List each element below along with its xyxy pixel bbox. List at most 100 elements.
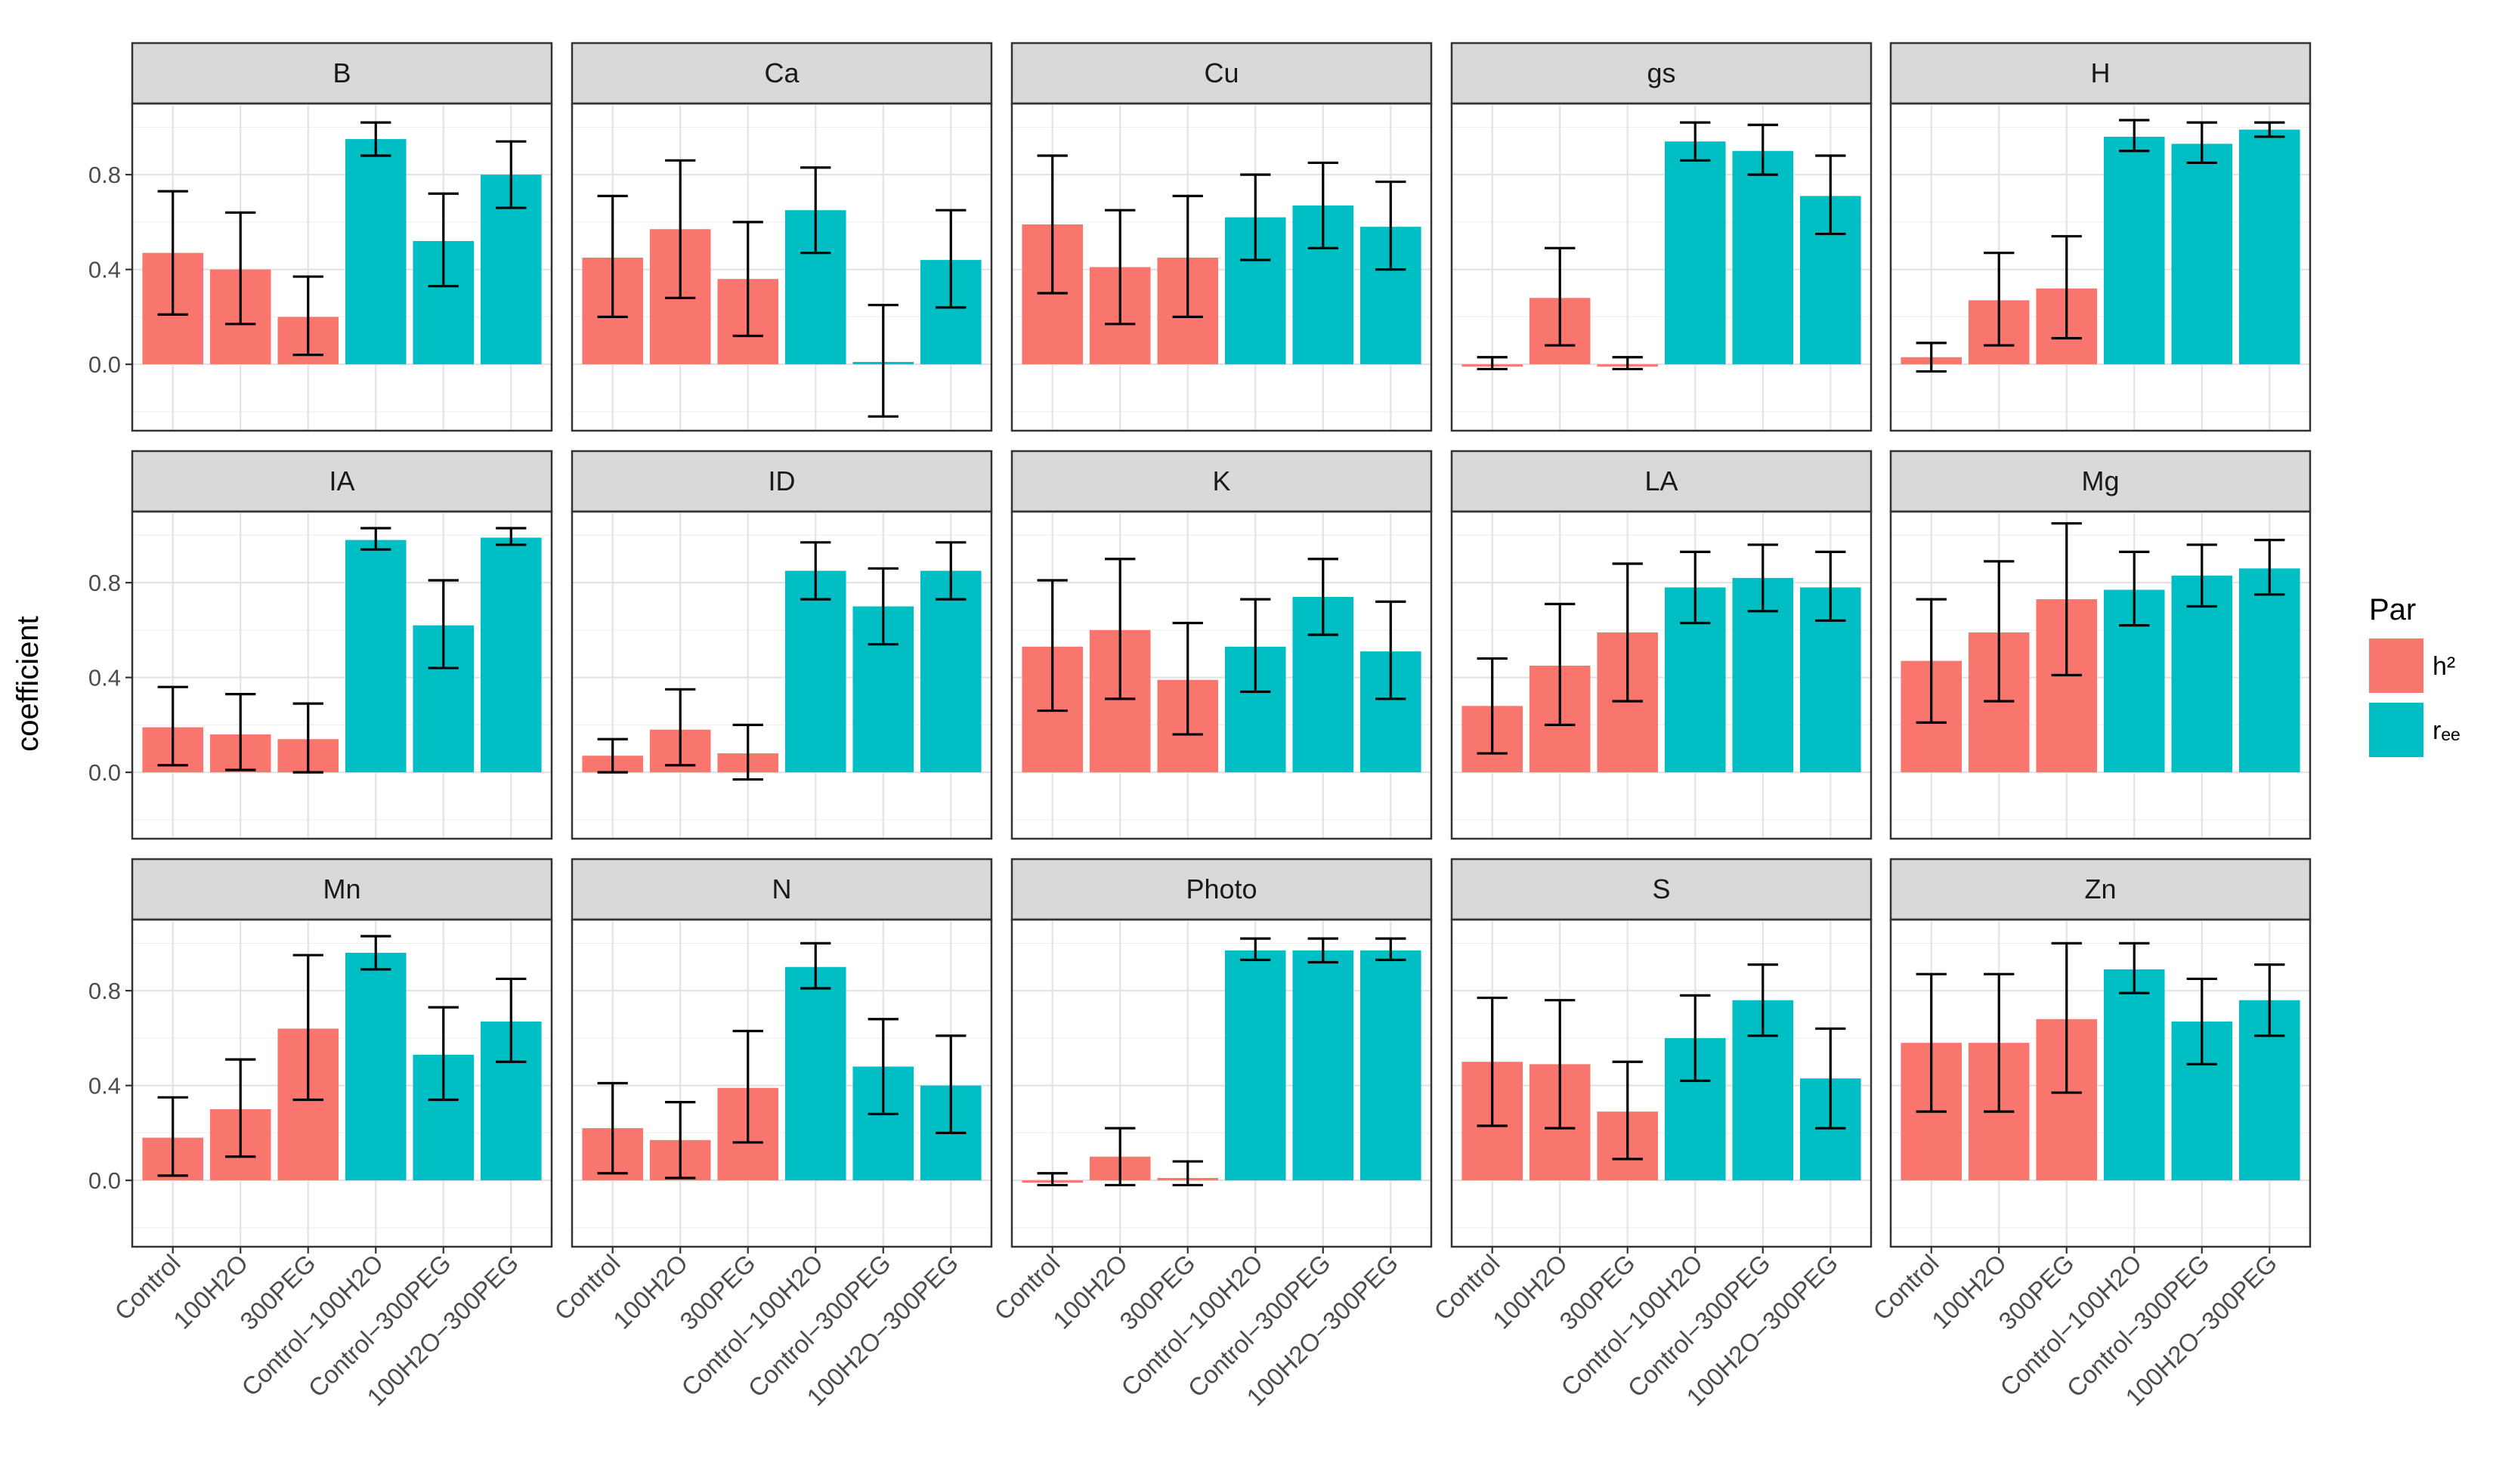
panel-border: [571, 102, 993, 432]
error-bar-gs-0: [1477, 356, 1508, 371]
error-bar-N-4: [868, 1018, 899, 1115]
facet-strip-label: H: [2091, 57, 2111, 88]
y-tick-label: 0.8: [88, 978, 121, 1004]
error-bar-ID-0: [597, 737, 628, 774]
error-bar-B-1: [225, 211, 256, 326]
error-bar-B-4: [428, 192, 459, 288]
error-bar-ID-1: [665, 688, 696, 767]
y-tick-label: 0.8: [88, 162, 121, 188]
error-bar-N-2: [732, 1029, 763, 1144]
panel-border: [1010, 102, 1433, 432]
panel-border: [131, 102, 553, 432]
panel-border: [1889, 918, 2312, 1248]
error-bar-Mg-3: [2119, 550, 2150, 627]
error-bar-Zn-1: [1984, 972, 2015, 1113]
error-bar-IA-2: [292, 702, 323, 774]
facet-strip: [1450, 42, 1873, 105]
bar-B-3: [345, 139, 407, 365]
error-bar-gs-4: [1747, 123, 1778, 176]
facet-strip: [131, 858, 553, 921]
error-bar-S-5: [1815, 1027, 1846, 1130]
error-bar-S-1: [1545, 999, 1576, 1130]
facet-strip-label: B: [333, 57, 351, 88]
error-bar-Cu-2: [1172, 194, 1203, 318]
facet-strip: [1450, 450, 1873, 513]
facet-strip-label: Ca: [764, 57, 800, 88]
error-bar-Zn-3: [2119, 941, 2150, 994]
bar-gs-3: [1664, 141, 1726, 365]
error-bar-Ca-2: [732, 221, 763, 338]
y-tick-label: 0.4: [88, 665, 121, 691]
error-bar-H-2: [2051, 235, 2082, 340]
facet-strip-label: IA: [329, 465, 354, 496]
panel-border: [1450, 510, 1873, 840]
bar-Zn-3: [2103, 969, 2165, 1181]
panel-border: [571, 510, 993, 840]
facet-strip: [1010, 42, 1433, 105]
y-tick-label: 0.0: [88, 1167, 121, 1194]
error-bar-Zn-4: [2186, 977, 2217, 1065]
panel-border: [1889, 510, 2312, 840]
facet-strip-label: Zn: [2084, 873, 2116, 904]
bar-Photo-4: [1292, 950, 1354, 1181]
error-bar-Ca-0: [597, 194, 628, 318]
error-bar-Ca-3: [800, 166, 831, 255]
y-tick-label: 0.4: [88, 257, 121, 283]
bar-H-4: [2171, 144, 2233, 365]
error-bar-Mn-1: [225, 1058, 256, 1158]
facet-panel-K: K: [1010, 450, 1433, 840]
error-bar-S-4: [1747, 963, 1778, 1037]
bar-H-3: [2103, 136, 2165, 365]
error-bar-Ca-1: [665, 159, 696, 299]
y-tick-label: 0.0: [88, 759, 121, 786]
error-bar-K-4: [1307, 558, 1338, 636]
error-bar-IA-0: [157, 685, 188, 767]
bar-Photo-5: [1360, 950, 1421, 1181]
bar-Mn-3: [345, 952, 407, 1181]
facet-strip: [1010, 858, 1433, 921]
error-bar-ID-2: [732, 723, 763, 781]
legend-key-r: [2369, 703, 2423, 757]
error-bar-K-0: [1037, 579, 1068, 713]
facet-strip: [1889, 42, 2312, 105]
error-bar-gs-3: [1680, 121, 1711, 162]
error-bar-K-1: [1105, 558, 1136, 700]
error-bar-Mn-2: [292, 954, 323, 1102]
error-bar-B-5: [496, 140, 527, 209]
error-bar-H-5: [2254, 121, 2285, 138]
error-bar-LA-4: [1747, 543, 1778, 613]
facet-panel-Mg: Mg: [1889, 450, 2312, 840]
legend: Par h² rₑₑ: [2369, 593, 2461, 757]
facet-panel-ID: ID: [571, 450, 993, 840]
bar-Mg-5: [2239, 568, 2300, 773]
error-bar-Zn-5: [2254, 963, 2285, 1037]
y-tick-label: 0.0: [88, 351, 121, 378]
facet-strip-label: S: [1652, 873, 1670, 904]
error-bar-N-1: [665, 1101, 696, 1179]
error-bar-Cu-1: [1105, 209, 1136, 326]
panel-border: [1010, 510, 1433, 840]
facet-strip-label: ID: [769, 465, 796, 496]
facet-strip: [571, 450, 993, 513]
facet-panel-gs: gs: [1450, 42, 1873, 432]
error-bar-ID-4: [868, 567, 899, 646]
error-bar-LA-1: [1545, 602, 1576, 726]
error-bar-K-2: [1172, 621, 1203, 736]
error-bar-Mg-5: [2254, 539, 2285, 596]
error-bar-ID-5: [936, 541, 967, 601]
error-bar-Mg-1: [1984, 560, 2015, 703]
error-bar-B-3: [360, 121, 391, 157]
facet-panel-H: H: [1889, 42, 2312, 432]
error-bar-IA-4: [428, 579, 459, 669]
facet-panel-B: B 0.0 0.4 0.8: [88, 42, 553, 432]
error-bar-H-3: [2119, 119, 2150, 153]
error-bar-LA-2: [1612, 562, 1643, 703]
error-bar-Cu-5: [1375, 180, 1406, 271]
panel-border: [131, 918, 553, 1248]
error-bar-Mn-4: [428, 1006, 459, 1102]
error-bar-N-5: [936, 1034, 967, 1134]
bar-IA-3: [345, 539, 407, 773]
error-bar-LA-3: [1680, 550, 1711, 625]
bar-Mg-4: [2171, 575, 2233, 773]
facet-strip-label: Mn: [323, 873, 360, 904]
